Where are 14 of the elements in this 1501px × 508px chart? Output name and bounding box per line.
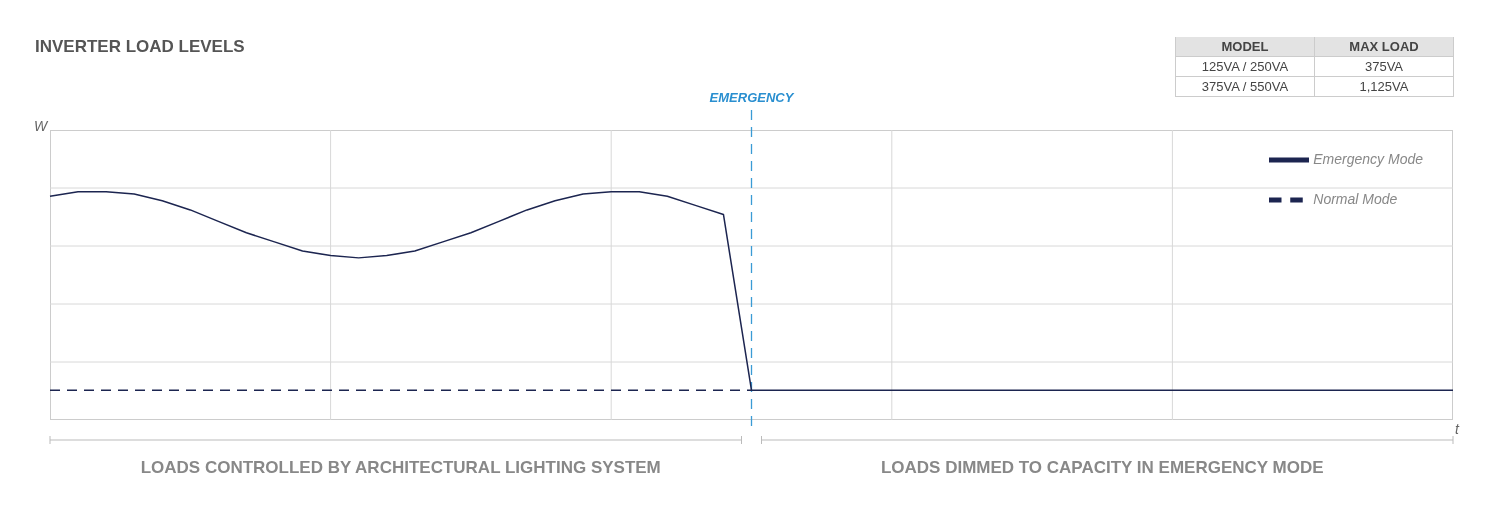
chart-title: INVERTER LOAD LEVELS [35,37,245,57]
y-axis-title: W [34,118,48,134]
text: MAX LOAD [1314,37,1454,57]
text: MODEL [1175,37,1315,57]
x-axis-title: t [1455,421,1459,437]
text: 375VA / 550VA [1175,76,1315,97]
text: 1,125VA [1314,76,1454,97]
text: 375VA [1314,56,1454,77]
text: 125VA / 250VA [1175,56,1315,77]
legend-label: Emergency Mode [1313,150,1423,167]
text: LOADS DIMMED TO CAPACITY IN EMERGENCY MODE [880,458,1324,477]
text: LOADS CONTROLLED BY ARCHITECTURAL LIGHTING SYSTEM [140,458,661,477]
legend-label: Normal Mode [1313,190,1398,207]
text: EMERGENCY [709,90,795,105]
